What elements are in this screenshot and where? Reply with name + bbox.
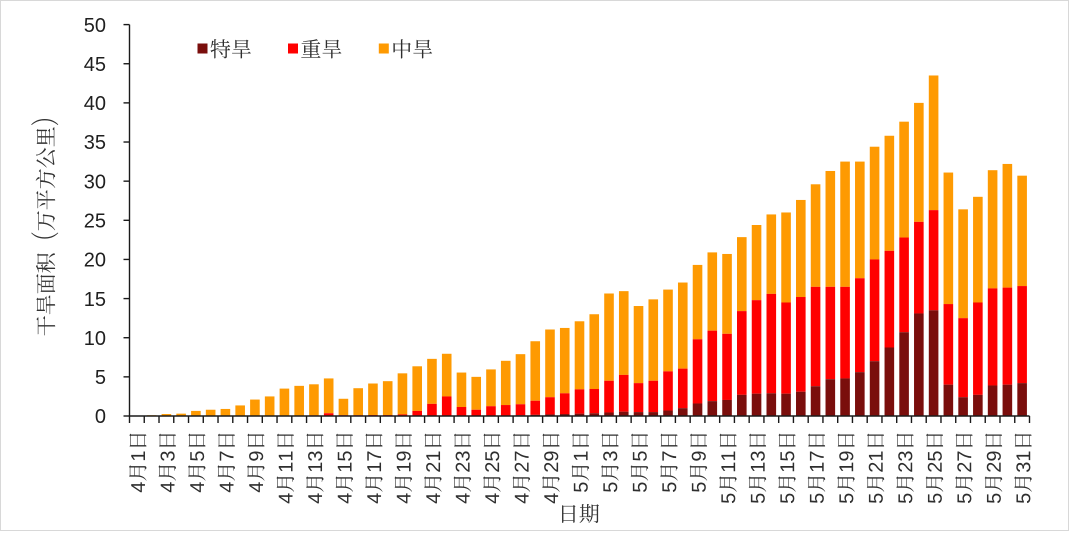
svg-text:20: 20	[84, 250, 106, 272]
svg-text:5: 5	[95, 367, 106, 389]
svg-text:0: 0	[95, 406, 106, 428]
svg-text:35: 35	[84, 132, 106, 154]
svg-text:15: 15	[84, 289, 106, 311]
svg-text:10: 10	[84, 328, 106, 350]
svg-text:45: 45	[84, 54, 106, 76]
svg-text:40: 40	[84, 93, 106, 115]
svg-text:25: 25	[84, 211, 106, 233]
svg-text:30: 30	[84, 171, 106, 193]
svg-text:50: 50	[84, 15, 106, 37]
